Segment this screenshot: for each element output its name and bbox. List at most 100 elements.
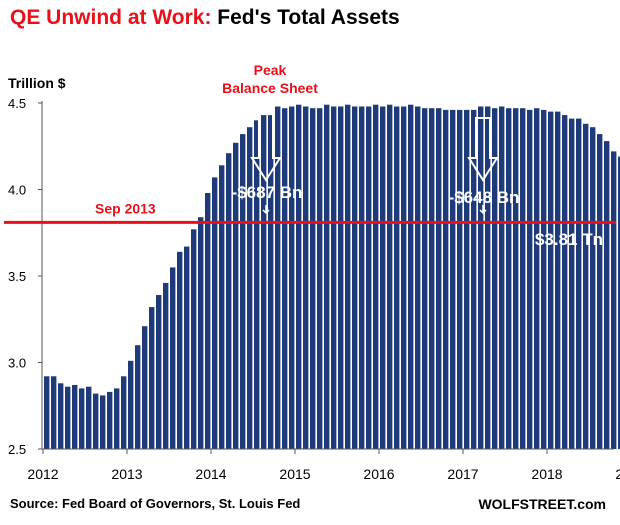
current-value-label: $3.81 Tn [535,230,603,249]
bar [275,106,281,449]
bar [590,127,596,449]
bar [331,106,337,449]
y-tick-label: 3.5 [8,269,26,284]
bar [184,246,190,449]
bar [233,142,239,450]
bar [149,307,155,449]
bar [156,295,162,449]
bar [177,251,183,449]
down-arrow-icon [467,117,499,182]
bar-group [44,104,620,450]
bar [191,229,197,449]
x-tick-label: 2016 [363,466,394,482]
bar [65,386,71,449]
drop-label: -$687 Bn [232,183,303,202]
bar [303,106,309,449]
peak-label: Balance Sheet [222,80,318,96]
bar [373,104,379,449]
source-note: Source: Fed Board of Governors, St. Loui… [10,496,301,511]
bar [576,118,582,449]
bar [226,153,232,449]
x-tick-label: 2017 [447,466,478,482]
bar [282,108,288,449]
small-down-arrow-icon [479,205,487,215]
bar [240,134,246,449]
bar [268,115,274,449]
bar [408,104,414,449]
bar [51,376,57,449]
bar [380,106,386,449]
bar [457,109,463,450]
x-tick-label: 2018 [531,466,562,482]
bar [79,388,85,449]
bar [198,217,204,449]
small-down-arrow-icon [262,205,270,215]
bar [548,111,554,449]
bar [163,282,169,449]
bar [121,376,127,449]
bar [345,104,351,449]
bar [261,115,267,449]
bar [401,106,407,449]
bar [534,108,540,449]
bar [527,109,533,450]
x-tick-label: 2014 [195,466,226,482]
bar [499,106,505,449]
bar [247,127,253,449]
axes-group: 2.5 3.0 3.5 4.0 4.5 Trillion $ 2012 2013 2014 201… [8,75,620,482]
x-tick-label: 2015 [279,466,310,482]
reference-line-label: Sep 2013 [95,200,156,216]
bar [338,106,344,449]
annotation-group: Sep 2013 Peak Balance Sheet -$687 Bn -$648 B… [4,62,616,249]
bar [513,108,519,449]
bar [450,109,456,450]
bar [429,108,435,449]
bar [485,106,491,449]
y-tick-label: 4.0 [8,183,26,198]
bar [44,376,50,449]
bar [611,151,617,449]
bar [170,267,176,449]
chart-title-black: Fed's Total Assets [217,6,400,29]
y-tick-label: 2.5 [8,442,26,457]
y-tick-label: 3.0 [8,356,26,371]
x-tick-label: 2012 [27,466,58,482]
bar [464,109,470,450]
chart-title-red: QE Unwind at Work: [10,6,212,29]
drop-label: -$648 Bn [449,188,520,207]
bar [583,123,589,450]
bar [72,385,78,449]
bar [415,106,421,449]
bar [254,120,260,450]
x-tick-label: 2013 [111,466,142,482]
bar [359,106,365,449]
bar [366,106,372,449]
bar [128,360,134,449]
bar [296,104,302,449]
bar [317,108,323,449]
bar [569,118,575,449]
bar [618,156,620,449]
peak-label: Peak [254,62,287,78]
bar [114,388,120,449]
bar [541,109,547,450]
bar [107,391,113,449]
bar [387,104,393,449]
bar [86,386,92,449]
bar [142,326,148,449]
bar [436,108,442,449]
bar [58,383,64,449]
bar [135,345,141,449]
bar [604,141,610,449]
y-axis-title: Trillion $ [8,75,66,91]
bar [422,108,428,449]
y-tick-label: 4.5 [8,96,26,111]
bar [394,106,400,449]
bar [520,108,526,449]
bar [478,106,484,449]
bar [471,109,477,450]
bar [324,104,330,449]
bar [597,134,603,449]
down-arrow-icon [250,109,282,182]
